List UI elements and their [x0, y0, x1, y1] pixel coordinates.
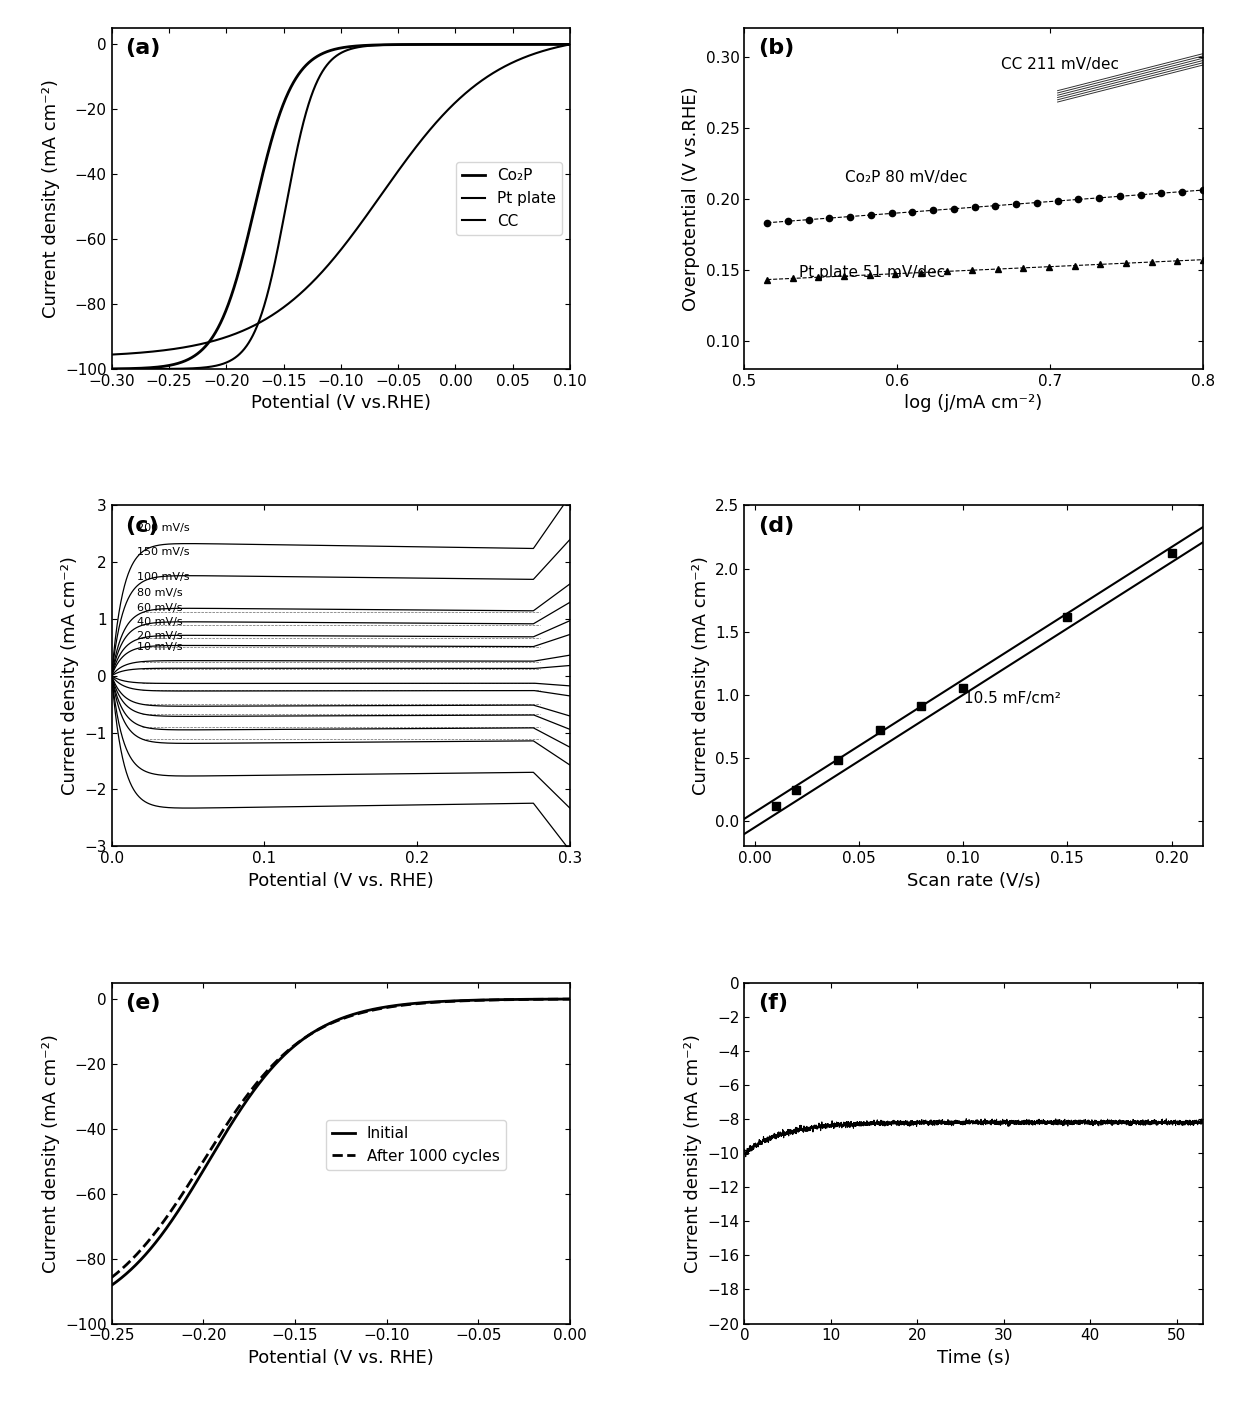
Initial [104, 1277, 119, 1294]
Text: 150 mV/s: 150 mV/s [136, 548, 190, 558]
Line: Initial: Initial [112, 1000, 570, 1286]
Initial [128, 1257, 143, 1274]
After 1000 cycles [549, 991, 564, 1008]
After 1000 cycles [315, 1019, 330, 1036]
Legend: Co₂P, Pt plate, CC: Co₂P, Pt plate, CC [456, 162, 563, 235]
After 1000 cycles [465, 993, 480, 1010]
Initial [315, 1018, 330, 1035]
Text: 100 mV/s: 100 mV/s [136, 573, 190, 583]
Text: 40 mV/s: 40 mV/s [136, 617, 182, 627]
Y-axis label: Overpotential (V vs.RHE): Overpotential (V vs.RHE) [682, 86, 701, 311]
Y-axis label: Current density (mA cm⁻²): Current density (mA cm⁻²) [42, 1033, 60, 1273]
Text: Pt plate 51 mV/dec: Pt plate 51 mV/dec [800, 265, 945, 280]
Text: 200 mV/s: 200 mV/s [136, 522, 190, 534]
Text: CC 211 mV/dec: CC 211 mV/dec [1001, 58, 1118, 72]
Initial [327, 1012, 342, 1029]
After 1000 cycles [128, 1247, 143, 1264]
Text: (d): (d) [758, 515, 795, 535]
Initial [465, 991, 480, 1008]
Initial [549, 991, 564, 1008]
Line: After 1000 cycles: After 1000 cycles [112, 1000, 570, 1277]
Text: (c): (c) [125, 515, 159, 535]
X-axis label: Potential (V vs. RHE): Potential (V vs. RHE) [248, 1349, 434, 1367]
Text: (a): (a) [125, 38, 161, 58]
X-axis label: Potential (V vs.RHE): Potential (V vs.RHE) [250, 394, 430, 413]
Initial [563, 991, 578, 1008]
Y-axis label: Current density (mA cm⁻²): Current density (mA cm⁻²) [42, 79, 60, 318]
After 1000 cycles [104, 1269, 119, 1286]
After 1000 cycles [563, 991, 578, 1008]
Y-axis label: Current density (mA cm⁻²): Current density (mA cm⁻²) [683, 1033, 702, 1273]
X-axis label: log (j/mA cm⁻²): log (j/mA cm⁻²) [904, 394, 1043, 413]
Text: 60 mV/s: 60 mV/s [136, 603, 182, 612]
After 1000 cycles [327, 1014, 342, 1031]
After 1000 cycles [549, 991, 564, 1008]
Initial [549, 991, 564, 1008]
X-axis label: Time (s): Time (s) [936, 1349, 1011, 1367]
Text: (b): (b) [758, 38, 795, 58]
Text: 10.5 mF/cm²: 10.5 mF/cm² [965, 691, 1061, 705]
Text: 10 mV/s: 10 mV/s [136, 642, 182, 652]
Text: (e): (e) [125, 993, 161, 1012]
X-axis label: Scan rate (V/s): Scan rate (V/s) [906, 872, 1040, 890]
X-axis label: Potential (V vs. RHE): Potential (V vs. RHE) [248, 872, 434, 890]
Text: 80 mV/s: 80 mV/s [136, 589, 182, 598]
Text: Co₂P 80 mV/dec: Co₂P 80 mV/dec [846, 169, 967, 184]
Legend: Initial, After 1000 cycles: Initial, After 1000 cycles [326, 1119, 506, 1170]
Y-axis label: Current density (mA cm⁻²): Current density (mA cm⁻²) [61, 556, 78, 796]
Y-axis label: Current density (mA cm⁻²): Current density (mA cm⁻²) [692, 556, 709, 796]
Text: (f): (f) [758, 993, 789, 1012]
Text: 20 mV/s: 20 mV/s [136, 631, 182, 641]
